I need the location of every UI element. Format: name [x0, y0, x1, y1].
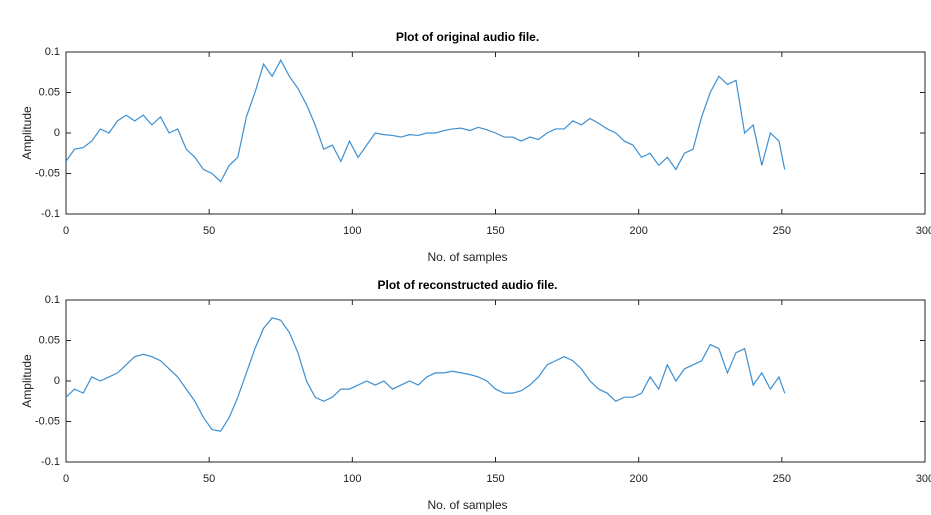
x-axis-label: No. of samples [427, 498, 507, 512]
x-tick-label: 50 [203, 473, 215, 485]
y-tick-label: 0.05 [39, 86, 60, 98]
chart-title: Plot of reconstructed audio file. [377, 278, 557, 292]
x-tick-label: 100 [343, 225, 361, 237]
y-tick-label: 0 [54, 375, 60, 387]
x-tick-label: 0 [63, 473, 69, 485]
x-tick-label: 250 [773, 225, 791, 237]
y-tick-label: 0.05 [39, 334, 60, 346]
x-tick-label: 250 [773, 473, 791, 485]
data-line [65, 58, 786, 183]
y-axis-label: Amplitude [20, 106, 34, 160]
x-tick-label: 300 [916, 473, 931, 485]
x-tick-label: 0 [63, 225, 69, 237]
y-tick-label: -0.1 [41, 208, 60, 220]
y-tick-label: 0.1 [45, 294, 60, 306]
x-tick-label: 150 [486, 473, 504, 485]
axes-box [65, 299, 926, 463]
x-tick-label: 50 [203, 225, 215, 237]
x-tick-label: 300 [916, 225, 931, 237]
x-tick-label: 150 [486, 225, 504, 237]
x-tick-label: 100 [343, 473, 361, 485]
y-axis-label: Amplitude [20, 354, 34, 408]
y-tick-label: 0.1 [45, 46, 60, 58]
y-tick-label: -0.1 [41, 456, 60, 468]
y-tick-label: -0.05 [35, 167, 60, 179]
x-axis-label: No. of samples [427, 250, 507, 264]
chart-title: Plot of original audio file. [396, 30, 539, 44]
y-tick-label: -0.05 [35, 415, 60, 427]
data-line [65, 317, 786, 432]
x-tick-label: 200 [629, 473, 647, 485]
y-tick-label: 0 [54, 127, 60, 139]
x-tick-label: 200 [629, 225, 647, 237]
